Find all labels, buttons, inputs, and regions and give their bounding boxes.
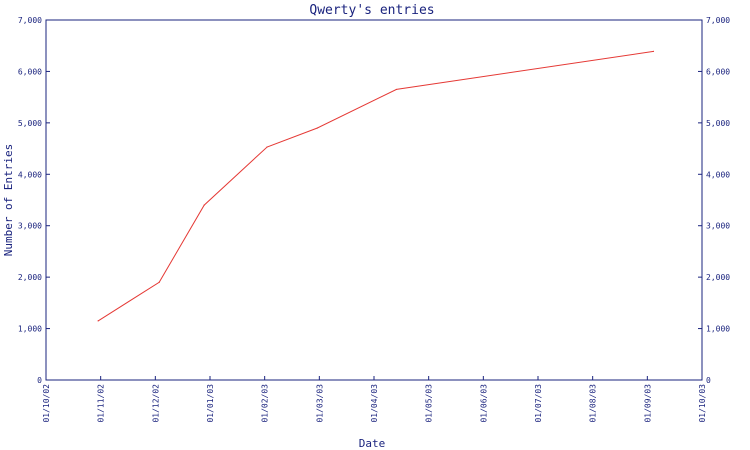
series-line bbox=[97, 50, 654, 322]
x-tick-label: 01/05/03 bbox=[425, 384, 434, 423]
data-point bbox=[97, 320, 99, 322]
y-tick-label-left: 0 bbox=[37, 376, 42, 385]
x-tick-label: 01/04/03 bbox=[370, 384, 379, 423]
x-tick-label: 01/10/02 bbox=[42, 384, 51, 423]
data-point bbox=[158, 281, 160, 283]
x-tick-label: 01/11/02 bbox=[97, 384, 106, 423]
y-axis-right: 0 1,000 2,000 3,000 4,000 5,000 6,000 7,000 bbox=[698, 16, 730, 385]
y-tick-label-left: 2,000 bbox=[18, 273, 42, 282]
y-tick-label-left: 7,000 bbox=[18, 16, 42, 25]
x-axis-label: Date bbox=[359, 437, 386, 450]
y-axis-label: Number of Entries bbox=[2, 144, 15, 257]
x-tick-label: 01/12/02 bbox=[151, 384, 160, 423]
x-tick-label: 01/07/03 bbox=[534, 384, 543, 423]
x-tick-label: 01/01/03 bbox=[206, 384, 215, 423]
y-tick-label-left: 1,000 bbox=[18, 325, 42, 334]
chart-title: Qwerty's entries bbox=[309, 3, 434, 18]
y-tick-label-right: 5,000 bbox=[706, 119, 730, 128]
x-tick-label: 01/09/03 bbox=[643, 384, 652, 423]
data-point bbox=[395, 88, 398, 91]
y-tick-label-right: 3,000 bbox=[706, 222, 730, 231]
y-tick-label-left: 6,000 bbox=[18, 67, 42, 76]
y-tick-label-right: 1,000 bbox=[706, 325, 730, 334]
x-tick-label: 01/06/03 bbox=[479, 384, 488, 423]
y-tick-label-left: 3,000 bbox=[18, 222, 42, 231]
data-point bbox=[266, 146, 268, 148]
y-tick-label-right: 4,000 bbox=[706, 170, 730, 179]
y-tick-label-left: 4,000 bbox=[18, 170, 42, 179]
y-tick-label-right: 0 bbox=[706, 376, 711, 385]
x-tick-label: 01/10/03 bbox=[698, 384, 707, 423]
y-tick-label-right: 2,000 bbox=[706, 273, 730, 282]
y-tick-label-left: 5,000 bbox=[18, 119, 42, 128]
x-tick-label: 01/02/03 bbox=[261, 384, 270, 423]
y-tick-label-right: 7,000 bbox=[706, 16, 730, 25]
y-tick-label-right: 6,000 bbox=[706, 67, 730, 76]
x-tick-label: 01/03/03 bbox=[315, 384, 324, 423]
plot-frame bbox=[45, 19, 703, 381]
x-tick-label: 01/08/03 bbox=[589, 384, 598, 423]
y-axis-left: 0 1,000 2,000 3,000 4,000 5,000 6,000 7,000 bbox=[18, 16, 50, 385]
data-point bbox=[316, 127, 318, 129]
x-axis: 01/10/02 01/11/02 01/12/02 01/01/03 01/02/03… bbox=[42, 376, 707, 423]
series-layer bbox=[97, 50, 655, 322]
data-point bbox=[203, 204, 205, 206]
data-point bbox=[652, 50, 655, 52]
